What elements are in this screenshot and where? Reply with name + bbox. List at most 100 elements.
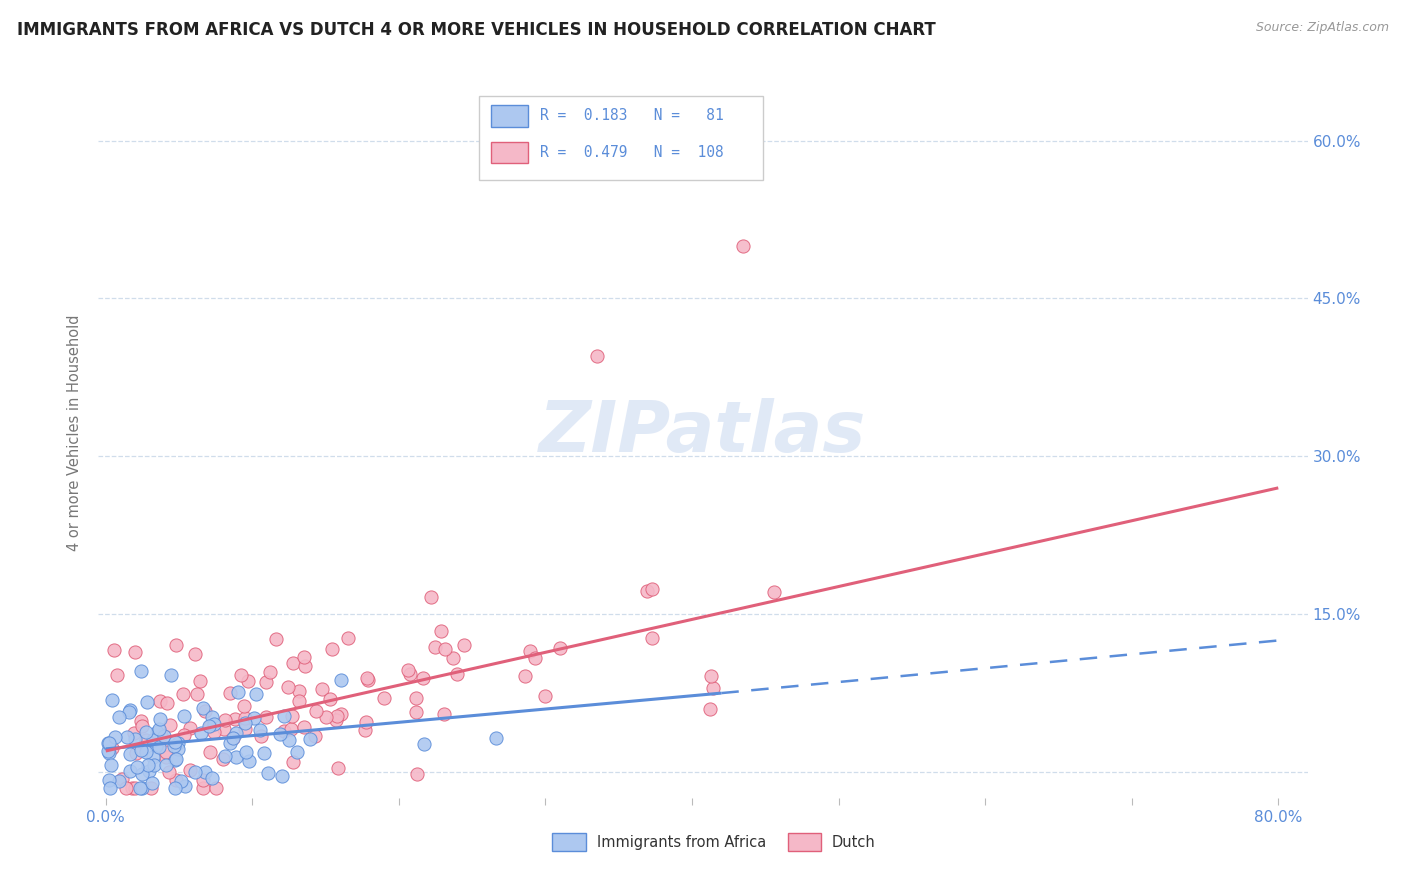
Point	[118, 705, 141, 719]
FancyBboxPatch shape	[492, 142, 527, 163]
Point	[163, 739, 186, 753]
Point	[136, 758, 159, 772]
Point	[186, 687, 208, 701]
Point	[354, 723, 377, 737]
Point	[534, 690, 557, 704]
Point	[194, 765, 217, 780]
Point	[155, 745, 177, 759]
Point	[356, 671, 378, 685]
Point	[163, 780, 186, 795]
Point	[733, 239, 755, 253]
Point	[232, 698, 254, 713]
Point	[405, 691, 427, 706]
Point	[446, 666, 468, 681]
Point	[159, 717, 181, 731]
Point	[441, 650, 464, 665]
Point	[354, 714, 377, 729]
Point	[264, 632, 287, 647]
Point	[271, 768, 294, 782]
Point	[288, 693, 311, 707]
Point	[430, 624, 453, 638]
Point	[412, 671, 434, 685]
Point	[111, 772, 134, 786]
Point	[173, 780, 195, 794]
Y-axis label: 4 or more Vehicles in Household: 4 or more Vehicles in Household	[67, 314, 83, 551]
Point	[257, 765, 280, 780]
Point	[142, 749, 165, 764]
Point	[131, 780, 153, 795]
Point	[173, 728, 195, 742]
Point	[233, 716, 256, 731]
Point	[405, 705, 427, 719]
Point	[259, 665, 281, 679]
Point	[120, 747, 142, 761]
Point	[135, 733, 157, 747]
Point	[148, 739, 170, 754]
Point	[179, 722, 201, 736]
FancyBboxPatch shape	[787, 833, 821, 851]
Point	[273, 708, 295, 723]
Point	[131, 719, 153, 733]
Point	[129, 743, 152, 757]
Point	[292, 649, 315, 664]
Point	[108, 773, 131, 788]
Text: IMMIGRANTS FROM AFRICA VS DUTCH 4 OR MORE VEHICLES IN HOUSEHOLD CORRELATION CHAR: IMMIGRANTS FROM AFRICA VS DUTCH 4 OR MOR…	[17, 21, 935, 38]
Point	[157, 764, 180, 779]
Point	[153, 729, 176, 743]
Point	[97, 746, 120, 760]
Point	[238, 755, 260, 769]
Point	[702, 681, 724, 695]
Point	[254, 709, 277, 723]
Point	[148, 722, 170, 736]
Point	[425, 640, 447, 654]
Point	[304, 729, 326, 743]
Point	[398, 666, 420, 681]
Point	[224, 713, 246, 727]
Point	[269, 727, 291, 741]
Point	[277, 680, 299, 694]
Point	[373, 690, 395, 705]
FancyBboxPatch shape	[479, 96, 763, 180]
Point	[114, 780, 136, 795]
Point	[173, 709, 195, 723]
Point	[97, 736, 120, 750]
Point	[299, 732, 322, 747]
Point	[121, 780, 143, 795]
Point	[329, 673, 352, 687]
Point	[135, 695, 157, 709]
Point	[699, 669, 721, 683]
Point	[141, 780, 163, 795]
Point	[131, 767, 153, 781]
Point	[124, 780, 146, 795]
Point	[205, 780, 228, 795]
Point	[191, 773, 214, 788]
Text: ZIPatlas: ZIPatlas	[540, 398, 866, 467]
Point	[219, 735, 242, 749]
Point	[107, 710, 129, 724]
Point	[311, 681, 333, 696]
Point	[198, 719, 221, 733]
Point	[292, 720, 315, 734]
Point	[219, 686, 242, 700]
Point	[242, 711, 264, 725]
Point	[184, 765, 207, 780]
Point	[636, 584, 658, 599]
Point	[420, 591, 443, 605]
Point	[328, 760, 350, 774]
Point	[321, 641, 343, 656]
Point	[184, 647, 207, 661]
Point	[129, 664, 152, 678]
Point	[193, 780, 215, 795]
Point	[201, 709, 224, 723]
Point	[104, 730, 127, 744]
Point	[141, 776, 163, 790]
Text: R =  0.183   N =   81: R = 0.183 N = 81	[540, 109, 724, 123]
Point	[294, 659, 316, 673]
Point	[412, 737, 434, 751]
Point	[125, 746, 148, 760]
Point	[281, 755, 304, 769]
Point	[120, 764, 142, 778]
Point	[222, 731, 245, 746]
Point	[245, 687, 267, 701]
Point	[143, 758, 166, 772]
